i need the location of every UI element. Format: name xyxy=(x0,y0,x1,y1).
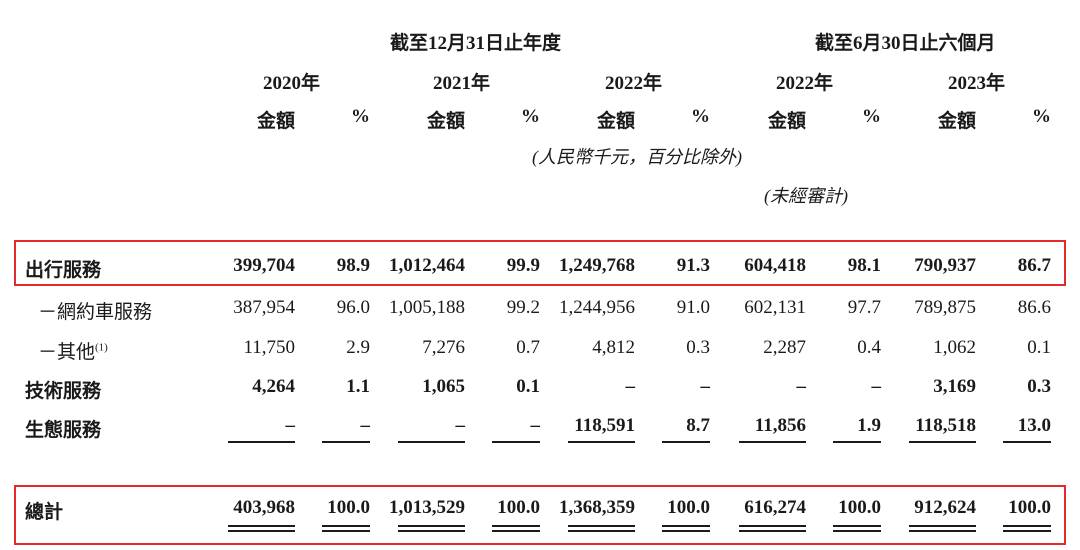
amount-cell: 1,012,464 xyxy=(389,255,465,276)
year-2022-header: 2022年 xyxy=(604,73,662,94)
percent-cell: 0.1 xyxy=(1027,337,1051,358)
row-label: －網約車服務 xyxy=(38,297,152,324)
percent-cell: 0.7 xyxy=(516,337,540,358)
percent-cell: 99.2 xyxy=(506,297,540,318)
amount-cell: 789,875 xyxy=(914,297,976,318)
row-label-text: 出行服務 xyxy=(25,260,102,281)
row-label-text: 生態服務 xyxy=(25,420,102,441)
col-header-percent: % xyxy=(1032,106,1051,127)
amount-cell: 118,591 xyxy=(574,415,635,436)
percent-cell: 91.3 xyxy=(676,255,710,276)
percent-cell: 97.7 xyxy=(847,297,881,318)
amount-cell: 11,750 xyxy=(243,337,295,358)
amount-cell: – xyxy=(455,415,466,436)
percent-cell: 100.0 xyxy=(667,497,710,518)
amount-cell: 1,065 xyxy=(422,376,465,397)
amount-cell: 387,954 xyxy=(233,297,295,318)
year-2022-six-months-header: 2022年 xyxy=(775,73,833,94)
col-header-amount: 金額 xyxy=(937,111,976,132)
row-label-text: 技術服務 xyxy=(25,381,102,402)
amount-cell: 1,244,956 xyxy=(559,297,635,318)
amount-cell: 7,276 xyxy=(422,337,465,358)
currency-note: (人民幣千元，百分比除外) xyxy=(532,147,742,167)
amount-cell: 912,624 xyxy=(914,497,976,518)
percent-cell: 98.9 xyxy=(336,255,370,276)
year-2021-header: 2021年 xyxy=(432,73,490,94)
row-label: 技術服務 xyxy=(25,376,101,403)
percent-cell: 1.9 xyxy=(857,415,881,436)
row-label-text: －網約車服務 xyxy=(38,302,153,323)
amount-cell: 602,131 xyxy=(744,297,806,318)
percent-cell: 2.9 xyxy=(346,337,370,358)
percent-cell: 0.3 xyxy=(686,337,710,358)
percent-cell: 13.0 xyxy=(1017,415,1051,436)
col-header-amount: 金額 xyxy=(767,111,806,132)
percent-cell: – xyxy=(530,415,541,436)
col-header-percent: % xyxy=(862,106,881,127)
percent-cell: 98.1 xyxy=(847,255,881,276)
highlight-box-mobility xyxy=(14,240,1066,286)
col-header-amount: 金額 xyxy=(596,111,635,132)
percent-cell: 99.9 xyxy=(506,255,540,276)
col-header-percent: % xyxy=(691,106,710,127)
row-label: 生態服務 xyxy=(25,415,101,442)
amount-cell: 604,418 xyxy=(744,255,806,276)
amount-cell: 1,368,359 xyxy=(559,497,635,518)
row-label-text: 總計 xyxy=(25,502,64,523)
percent-cell: 0.1 xyxy=(516,376,540,397)
col-header-amount: 金額 xyxy=(426,111,465,132)
col-header-amount: 金額 xyxy=(256,111,295,132)
amount-cell: 4,264 xyxy=(252,376,295,397)
group-header-six-months: 截至6月30日止六個月 xyxy=(815,33,996,54)
amount-cell: 403,968 xyxy=(233,497,295,518)
row-label-text: －其他 xyxy=(38,342,96,363)
percent-cell: – xyxy=(871,376,882,397)
amount-cell: 1,062 xyxy=(933,337,976,358)
amount-cell: – xyxy=(796,376,807,397)
row-label: 出行服務 xyxy=(25,255,101,282)
footnote-marker: (1) xyxy=(95,341,108,354)
percent-cell: 100.0 xyxy=(327,497,370,518)
row-label: －其他(1) xyxy=(38,337,108,364)
year-2023-six-months-header: 2023年 xyxy=(947,73,1005,94)
percent-cell: 0.3 xyxy=(1027,376,1051,397)
amount-cell: 1,013,529 xyxy=(389,497,465,518)
unaudited-note: (未經審計) xyxy=(764,186,848,206)
percent-cell: 1.1 xyxy=(346,376,370,397)
percent-cell: 0.4 xyxy=(857,337,881,358)
amount-cell: – xyxy=(285,415,296,436)
amount-cell: 2,287 xyxy=(763,337,806,358)
amount-cell: 3,169 xyxy=(933,376,976,397)
percent-cell: 86.7 xyxy=(1017,255,1051,276)
total-row-label: 總計 xyxy=(25,497,63,524)
percent-cell: – xyxy=(700,376,711,397)
year-2020-header: 2020年 xyxy=(262,73,320,94)
percent-cell: 100.0 xyxy=(1008,497,1051,518)
amount-cell: 399,704 xyxy=(233,255,295,276)
highlight-box-total xyxy=(14,485,1066,545)
col-header-percent: % xyxy=(351,106,370,127)
amount-cell: 11,856 xyxy=(754,415,806,436)
percent-cell: 100.0 xyxy=(497,497,540,518)
percent-cell: 100.0 xyxy=(838,497,881,518)
percent-cell: 8.7 xyxy=(686,415,710,436)
percent-cell: – xyxy=(360,415,371,436)
amount-cell: 4,812 xyxy=(592,337,635,358)
percent-cell: 96.0 xyxy=(336,297,370,318)
amount-cell: 1,249,768 xyxy=(559,255,635,276)
percent-cell: 86.6 xyxy=(1017,297,1051,318)
amount-cell: – xyxy=(625,376,636,397)
amount-cell: 118,518 xyxy=(915,415,976,436)
col-header-percent: % xyxy=(521,106,540,127)
percent-cell: 91.0 xyxy=(676,297,710,318)
amount-cell: 1,005,188 xyxy=(389,297,465,318)
amount-cell: 790,937 xyxy=(914,255,976,276)
amount-cell: 616,274 xyxy=(744,497,806,518)
group-header-full-year: 截至12月31日止年度 xyxy=(390,33,562,54)
